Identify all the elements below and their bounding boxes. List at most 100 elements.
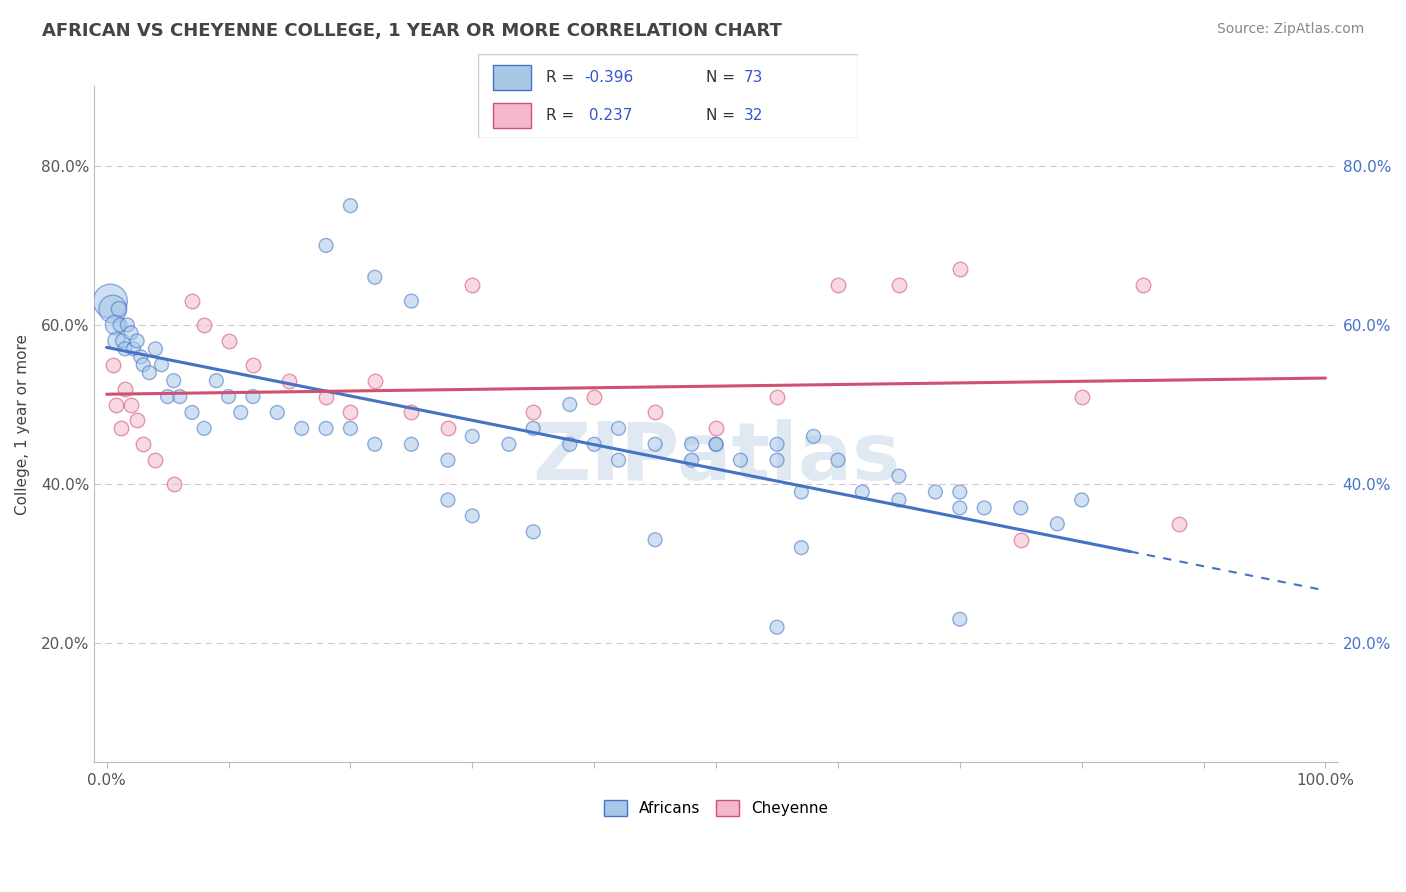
Point bbox=[181, 294, 204, 309]
Point bbox=[790, 541, 813, 555]
Point bbox=[218, 334, 240, 348]
Point bbox=[1010, 500, 1032, 515]
Point bbox=[681, 437, 703, 451]
Point bbox=[110, 421, 132, 435]
Point bbox=[437, 492, 460, 507]
Point bbox=[644, 405, 666, 419]
Point bbox=[108, 318, 131, 332]
Point bbox=[364, 437, 387, 451]
Point bbox=[101, 301, 124, 316]
Text: ZIPatlas: ZIPatlas bbox=[531, 419, 900, 497]
Point bbox=[1168, 516, 1191, 531]
Point bbox=[229, 405, 252, 419]
Y-axis label: College, 1 year or more: College, 1 year or more bbox=[15, 334, 30, 515]
Point bbox=[101, 358, 124, 372]
Point bbox=[266, 405, 288, 419]
Point bbox=[461, 278, 484, 293]
Point bbox=[887, 278, 910, 293]
Point bbox=[827, 453, 849, 467]
Point bbox=[1070, 390, 1092, 404]
Point bbox=[949, 500, 972, 515]
Point bbox=[704, 437, 727, 451]
Point bbox=[120, 326, 142, 340]
Point bbox=[163, 374, 186, 388]
Point bbox=[193, 318, 215, 332]
Point bbox=[704, 421, 727, 435]
Text: Source: ZipAtlas.com: Source: ZipAtlas.com bbox=[1216, 22, 1364, 37]
Point bbox=[150, 358, 173, 372]
Point bbox=[522, 421, 544, 435]
Point bbox=[498, 437, 520, 451]
Point bbox=[949, 612, 972, 626]
Point bbox=[242, 390, 264, 404]
Point bbox=[315, 390, 337, 404]
Point bbox=[218, 390, 240, 404]
Point bbox=[105, 334, 128, 348]
Point bbox=[1132, 278, 1154, 293]
Point bbox=[339, 405, 361, 419]
Point bbox=[127, 413, 149, 427]
Point bbox=[364, 270, 387, 285]
Point bbox=[145, 453, 167, 467]
Bar bbox=[494, 103, 531, 128]
Point bbox=[1046, 516, 1069, 531]
Point bbox=[766, 453, 789, 467]
Point bbox=[827, 278, 849, 293]
Point bbox=[127, 334, 149, 348]
Point bbox=[558, 397, 581, 411]
Point bbox=[887, 469, 910, 483]
Point bbox=[522, 405, 544, 419]
Point bbox=[949, 262, 972, 277]
Point bbox=[803, 429, 825, 443]
Point bbox=[887, 492, 910, 507]
Text: 32: 32 bbox=[744, 108, 763, 123]
Point bbox=[401, 405, 423, 419]
Point bbox=[522, 524, 544, 539]
Point bbox=[98, 294, 121, 309]
Point bbox=[401, 294, 423, 309]
Point bbox=[132, 437, 155, 451]
Point bbox=[108, 301, 131, 316]
Point bbox=[315, 238, 337, 252]
Point bbox=[851, 485, 873, 500]
Text: N =: N = bbox=[706, 108, 740, 123]
Point bbox=[924, 485, 946, 500]
Point bbox=[193, 421, 215, 435]
Point bbox=[461, 429, 484, 443]
Point bbox=[117, 318, 139, 332]
Point bbox=[1070, 492, 1092, 507]
Point bbox=[730, 453, 752, 467]
Text: 0.237: 0.237 bbox=[585, 108, 633, 123]
Point bbox=[790, 485, 813, 500]
Point bbox=[704, 437, 727, 451]
Point bbox=[766, 620, 789, 634]
Point bbox=[111, 334, 134, 348]
Point bbox=[461, 508, 484, 523]
Point bbox=[114, 382, 136, 396]
Point bbox=[681, 453, 703, 467]
Point bbox=[401, 437, 423, 451]
Point bbox=[607, 453, 630, 467]
Point bbox=[437, 453, 460, 467]
Point bbox=[315, 421, 337, 435]
Text: R =: R = bbox=[547, 70, 579, 85]
Point bbox=[138, 366, 160, 380]
Legend: Africans, Cheyenne: Africans, Cheyenne bbox=[598, 794, 834, 822]
Point bbox=[205, 374, 228, 388]
Point bbox=[364, 374, 387, 388]
Point bbox=[105, 397, 128, 411]
Point bbox=[437, 421, 460, 435]
Point bbox=[181, 405, 204, 419]
Point bbox=[120, 397, 142, 411]
Point bbox=[558, 437, 581, 451]
Point bbox=[1010, 533, 1032, 547]
Point bbox=[583, 437, 606, 451]
Text: AFRICAN VS CHEYENNE COLLEGE, 1 YEAR OR MORE CORRELATION CHART: AFRICAN VS CHEYENNE COLLEGE, 1 YEAR OR M… bbox=[42, 22, 782, 40]
Text: -0.396: -0.396 bbox=[585, 70, 634, 85]
Point bbox=[278, 374, 301, 388]
Point bbox=[644, 533, 666, 547]
Point bbox=[169, 390, 191, 404]
Point bbox=[114, 342, 136, 356]
Point bbox=[145, 342, 167, 356]
Point bbox=[644, 437, 666, 451]
